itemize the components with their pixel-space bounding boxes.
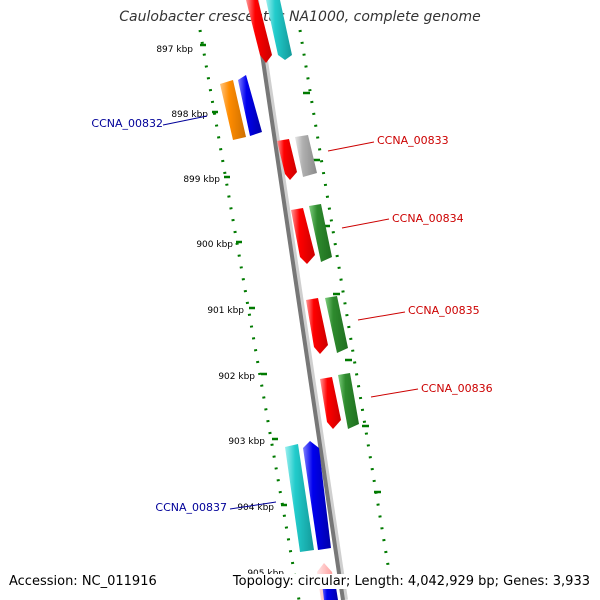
tick-label: 902 kbp	[218, 372, 255, 382]
gene-feature-ccna-00833-a[interactable]	[277, 139, 297, 180]
genome-stats-text: Topology: circular; Length: 4,042,929 bp…	[230, 574, 590, 589]
tick-label: 901 kbp	[207, 306, 244, 316]
leader-line-ccna-00834	[341, 218, 390, 229]
gene-feature-top-cyan[interactable]	[266, 0, 292, 60]
gene-label-ccna-00836[interactable]: CCNA_00836	[421, 382, 493, 395]
leader-line-ccna-00835	[357, 311, 406, 321]
leader-line-ccna-00836	[370, 388, 419, 398]
gene-label-ccna-00834[interactable]: CCNA_00834	[392, 212, 464, 225]
gene-feature-ccna-00836-b[interactable]	[338, 373, 359, 429]
tick-label: 900 kbp	[196, 240, 233, 250]
tick-label: 897 kbp	[156, 45, 193, 55]
gene-feature-ccna-00837-blue[interactable]	[303, 441, 331, 550]
gene-feature-ccna-00837-cyan[interactable]	[285, 444, 314, 552]
gene-label-ccna-00832[interactable]: CCNA_00832	[91, 117, 163, 130]
gene-feature-ccna-00835-a[interactable]	[306, 298, 328, 354]
gene-feature-ccna-00835-b[interactable]	[325, 296, 348, 353]
leader-line-ccna-00833	[327, 141, 375, 152]
map-title: Caulobacter crescentus NA1000, complete …	[119, 9, 481, 25]
tick-guide-inner	[198, 29, 301, 600]
leader-line-ccna-00837	[229, 501, 277, 510]
gene-feature-top-red[interactable]	[246, 0, 272, 63]
leader-line-ccna-00832	[162, 115, 208, 126]
tick-labels: 897 kbp 898 kbp 899 kbp 900 kbp 901 kbp …	[156, 45, 284, 579]
gene-label-ccna-00833[interactable]: CCNA_00833	[377, 134, 449, 147]
gene-feature-ccna-00833-b[interactable]	[295, 135, 317, 177]
gene-feature-ccna-00832-blue[interactable]	[238, 75, 262, 136]
tick-label: 898 kbp	[171, 110, 208, 120]
tick-label: 899 kbp	[183, 175, 220, 185]
gene-label-ccna-00837[interactable]: CCNA_00837	[155, 501, 227, 514]
tick-label: 903 kbp	[228, 437, 265, 447]
tick-label: 904 kbp	[237, 503, 274, 513]
gene-feature-ccna-00836-a[interactable]	[320, 377, 341, 429]
tick-marks	[200, 43, 381, 507]
gene-feature-ccna-00832-orange[interactable]	[220, 80, 246, 140]
gene-label-ccna-00835[interactable]: CCNA_00835	[408, 304, 480, 317]
backbone	[252, 0, 345, 600]
gene-feature-ccna-00834-b[interactable]	[309, 204, 332, 262]
gene-feature-ccna-00834-a[interactable]	[291, 208, 315, 264]
accession-text: Accession: NC_011916	[9, 574, 157, 589]
